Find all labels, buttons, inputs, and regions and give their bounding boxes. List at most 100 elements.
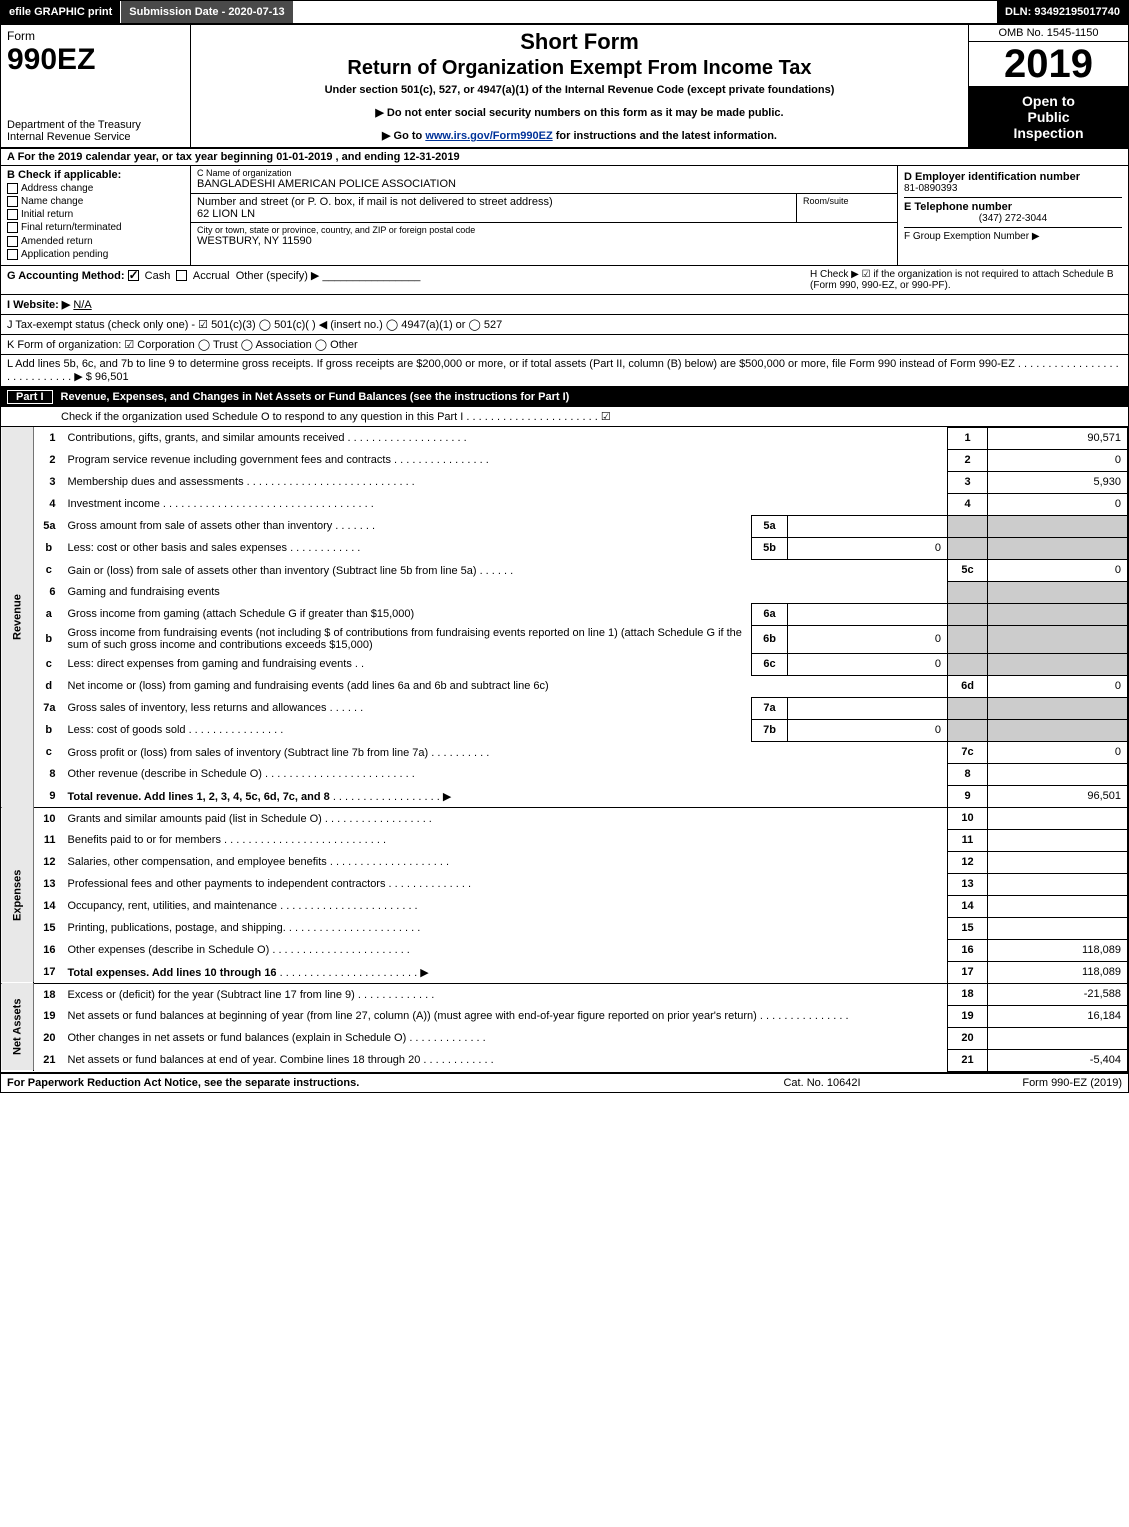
chk-final-return[interactable]: Final return/terminated — [7, 222, 184, 233]
part1-check-row: Check if the organization used Schedule … — [1, 407, 1128, 427]
header-left: Form 990EZ Department of the Treasury In… — [1, 25, 191, 147]
ln-6b: b — [34, 625, 64, 653]
page-footer: For Paperwork Reduction Act Notice, see … — [1, 1072, 1128, 1092]
form-page: efile GRAPHIC print Submission Date - 20… — [0, 0, 1129, 1093]
mini-5a: 5a — [752, 515, 788, 537]
desc-11: Benefits paid to or for members . . . . … — [64, 829, 948, 851]
shade-6c-v — [988, 653, 1128, 675]
desc-18: Excess or (deficit) for the year (Subtra… — [64, 983, 948, 1005]
org-name-label: C Name of organization — [197, 168, 891, 178]
group-exemption: F Group Exemption Number ▶ — [904, 231, 1122, 242]
box-21: 21 — [948, 1049, 988, 1071]
desc-16: Other expenses (describe in Schedule O) … — [64, 939, 948, 961]
dln-label: DLN: 93492195017740 — [997, 1, 1128, 23]
mval-6b: 0 — [788, 625, 948, 653]
section-C: C Name of organization BANGLADESHI AMERI… — [191, 166, 898, 265]
desc-17: Total expenses. Add lines 10 through 16 … — [64, 961, 948, 983]
topbar: efile GRAPHIC print Submission Date - 20… — [1, 1, 1128, 25]
shade-5b — [948, 537, 988, 559]
desc-7a: Gross sales of inventory, less returns a… — [64, 697, 752, 719]
chk-address-change[interactable]: Address change — [7, 183, 184, 194]
efile-print-button[interactable]: efile GRAPHIC print — [1, 1, 121, 23]
tax-year: 2019 — [969, 42, 1128, 87]
val-18: -21,588 — [988, 983, 1128, 1005]
val-13 — [988, 873, 1128, 895]
ln-16: 16 — [34, 939, 64, 961]
side-revenue: Revenue — [1, 427, 34, 807]
desc-5c: Gain or (loss) from sale of assets other… — [64, 559, 948, 581]
ln-6: 6 — [34, 581, 64, 603]
ln-6a: a — [34, 603, 64, 625]
irs-link[interactable]: www.irs.gov/Form990EZ — [425, 130, 552, 142]
topbar-spacer — [294, 1, 997, 23]
addr-label: Number and street (or P. O. box, if mail… — [197, 196, 790, 208]
mval-6a — [788, 603, 948, 625]
val-8 — [988, 763, 1128, 785]
chk-accrual[interactable] — [176, 270, 187, 281]
desc-6d: Net income or (loss) from gaming and fun… — [64, 675, 948, 697]
mini-7a: 7a — [752, 697, 788, 719]
chk-amended-return[interactable]: Amended return — [7, 236, 184, 247]
val-19: 16,184 — [988, 1005, 1128, 1027]
ln-15: 15 — [34, 917, 64, 939]
chk-cash[interactable] — [128, 270, 139, 281]
inspection-3: Inspection — [973, 125, 1124, 141]
val-9: 96,501 — [988, 785, 1128, 807]
box-2: 2 — [948, 449, 988, 471]
ln-2: 2 — [34, 449, 64, 471]
desc-8: Other revenue (describe in Schedule O) .… — [64, 763, 948, 785]
org-name-row: C Name of organization BANGLADESHI AMERI… — [191, 166, 897, 194]
org-name-value: BANGLADESHI AMERICAN POLICE ASSOCIATION — [197, 178, 891, 190]
ln-5b: b — [34, 537, 64, 559]
city-row: City or town, state or province, country… — [191, 223, 897, 251]
desc-19: Net assets or fund balances at beginning… — [64, 1005, 948, 1027]
mini-6c: 6c — [752, 653, 788, 675]
chk-name-change[interactable]: Name change — [7, 196, 184, 207]
val-20 — [988, 1027, 1128, 1049]
mval-5b: 0 — [788, 537, 948, 559]
box-19: 19 — [948, 1005, 988, 1027]
ln-1: 1 — [34, 427, 64, 449]
val-12 — [988, 851, 1128, 873]
ln-9: 9 — [34, 785, 64, 807]
mval-7a — [788, 697, 948, 719]
section-B: B Check if applicable: Address change Na… — [1, 166, 191, 265]
desc-3: Membership dues and assessments . . . . … — [64, 471, 948, 493]
val-6d: 0 — [988, 675, 1128, 697]
line-J: J Tax-exempt status (check only one) - ☑… — [1, 315, 1128, 335]
title-return: Return of Organization Exempt From Incom… — [197, 57, 962, 80]
desc-1: Contributions, gifts, grants, and simila… — [64, 427, 948, 449]
chk-application-pending[interactable]: Application pending — [7, 249, 184, 260]
dept-irs: Internal Revenue Service — [7, 131, 184, 143]
box-9: 9 — [948, 785, 988, 807]
room-suite: Room/suite — [797, 194, 897, 222]
shade-6a-v — [988, 603, 1128, 625]
box-8: 8 — [948, 763, 988, 785]
inspection-box: Open to Public Inspection — [969, 87, 1128, 147]
dept-treasury: Department of the Treasury — [7, 119, 184, 131]
omb-number: OMB No. 1545-1150 — [969, 25, 1128, 42]
mini-6a: 6a — [752, 603, 788, 625]
desc-21: Net assets or fund balances at end of ye… — [64, 1049, 948, 1071]
shade-5b-v — [988, 537, 1128, 559]
chk-initial-return[interactable]: Initial return — [7, 209, 184, 220]
box-18: 18 — [948, 983, 988, 1005]
addr-value: 62 LION LN — [197, 208, 790, 220]
desc-6b: Gross income from fundraising events (no… — [64, 625, 752, 653]
form-label: Form — [7, 29, 35, 43]
val-14 — [988, 895, 1128, 917]
desc-6a: Gross income from gaming (attach Schedul… — [64, 603, 752, 625]
desc-14: Occupancy, rent, utilities, and maintena… — [64, 895, 948, 917]
desc-13: Professional fees and other payments to … — [64, 873, 948, 895]
box-14: 14 — [948, 895, 988, 917]
box-7c: 7c — [948, 741, 988, 763]
val-7c: 0 — [988, 741, 1128, 763]
desc-20: Other changes in net assets or fund bala… — [64, 1027, 948, 1049]
desc-9: Total revenue. Add lines 1, 2, 3, 4, 5c,… — [64, 785, 948, 807]
ln-4: 4 — [34, 493, 64, 515]
box-1: 1 — [948, 427, 988, 449]
box-12: 12 — [948, 851, 988, 873]
shade-7a — [948, 697, 988, 719]
desc-15: Printing, publications, postage, and shi… — [64, 917, 948, 939]
ln-18: 18 — [34, 983, 64, 1005]
